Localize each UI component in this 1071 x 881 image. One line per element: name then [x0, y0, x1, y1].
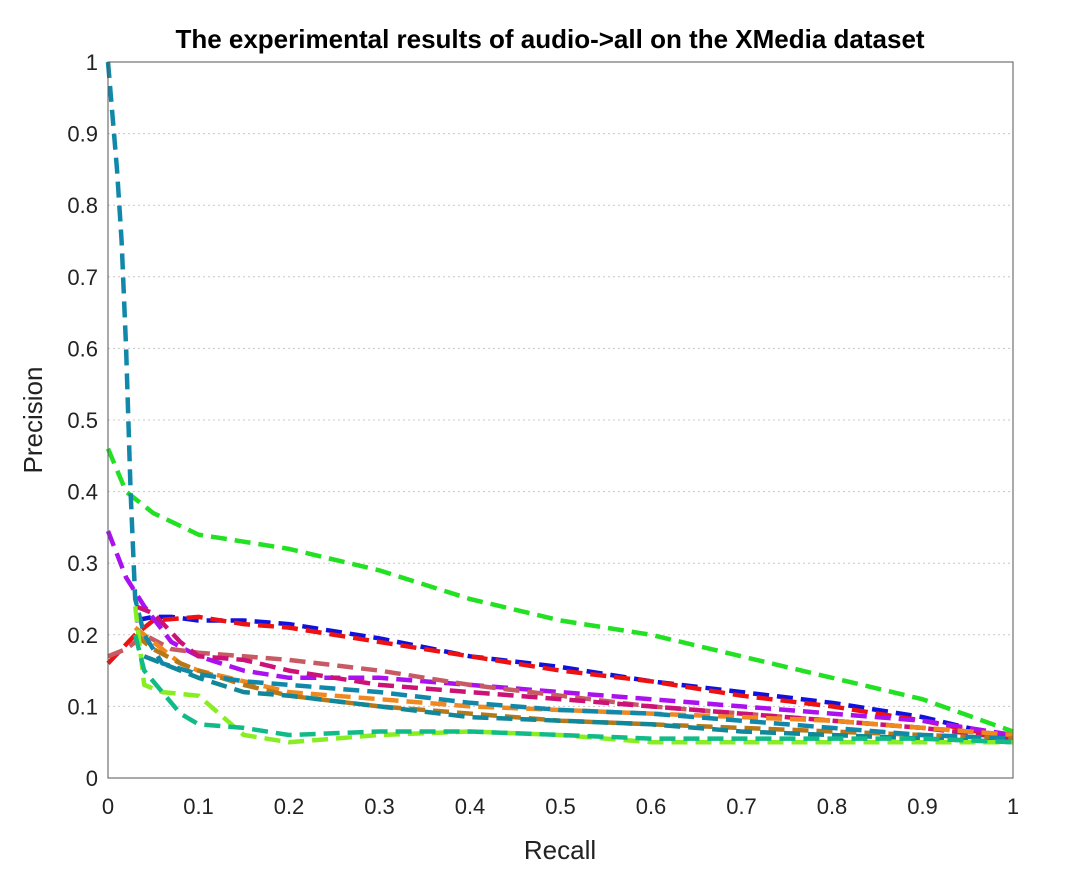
- x-axis-label: Recall: [524, 835, 596, 865]
- y-tick-labels: 0 0.1 0.2 0.3 0.4 0.5 0.6 0.7 0.8 0.9 1: [67, 50, 98, 791]
- y-tick-label: 0.9: [67, 122, 98, 147]
- series-line-3: [106, 614, 1014, 741]
- y-tick-label: 0.3: [67, 551, 98, 576]
- series-line-11: [132, 605, 1013, 745]
- x-tick-labels: 0 0.1 0.2 0.3 0.4 0.5 0.6 0.7 0.8 0.9 1: [102, 794, 1019, 819]
- x-tick-label: 0.8: [817, 794, 848, 819]
- x-tick-label: 0.7: [726, 794, 757, 819]
- y-tick-label: 0.4: [67, 480, 98, 505]
- chart-title: The experimental results of audio->all o…: [175, 24, 924, 54]
- x-tick-label: 0.9: [907, 794, 938, 819]
- y-axis-label: Precision: [18, 367, 48, 474]
- x-tick-label: 0.3: [364, 794, 395, 819]
- y-tick-label: 0.1: [67, 694, 98, 719]
- y-tick-label: 0.6: [67, 336, 98, 361]
- series-line-4: [105, 530, 1014, 738]
- y-tick-label: 0.8: [67, 193, 98, 218]
- series-line-12: [133, 634, 1014, 745]
- x-tick-label: 0.5: [545, 794, 576, 819]
- x-tick-label: 0.6: [636, 794, 667, 819]
- series-line-10: [143, 654, 1014, 745]
- series-lines: [105, 61, 1014, 745]
- x-tick-label: 0: [102, 794, 114, 819]
- y-tick-label: 0.5: [67, 408, 98, 433]
- y-tick-label: 0.2: [67, 623, 98, 648]
- y-tick-label: 0.7: [67, 265, 98, 290]
- x-tick-label: 1: [1007, 794, 1019, 819]
- series-line-9: [105, 61, 1014, 741]
- x-tick-label: 0.4: [455, 794, 486, 819]
- x-tick-label: 0.1: [183, 794, 214, 819]
- series-line-1: [105, 447, 1014, 734]
- y-tick-label: 1: [86, 50, 98, 75]
- plot-frame: [107, 61, 1014, 779]
- x-tick-label: 0.2: [274, 794, 305, 819]
- grid-lines: [108, 61, 1013, 707]
- y-tick-label: 0: [86, 766, 98, 791]
- series-line-8: [133, 633, 1014, 741]
